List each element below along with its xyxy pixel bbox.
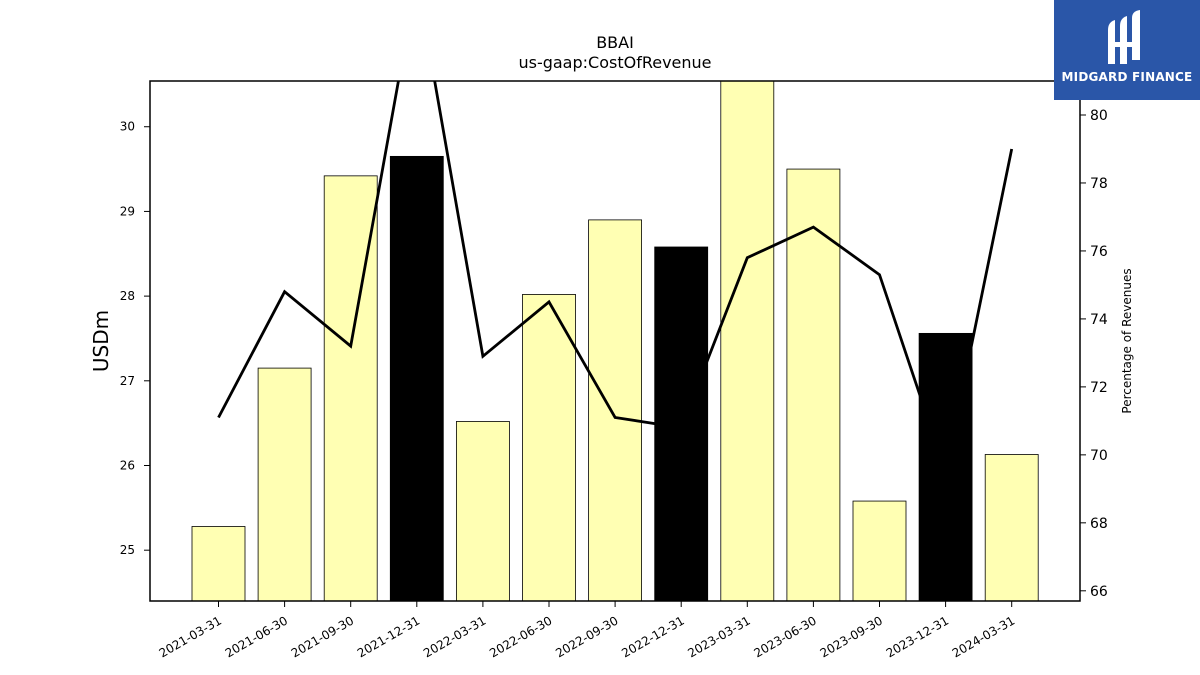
y2-tick-label: 68 xyxy=(1090,516,1108,532)
bar-2023-09-30 xyxy=(852,500,907,601)
x-tick-label: 2021-03-31 xyxy=(157,613,224,660)
x-tick-label: 2023-09-30 xyxy=(818,613,885,660)
y2-tick-label: 76 xyxy=(1090,244,1108,260)
x-tick-label: 2022-06-30 xyxy=(487,613,554,660)
y-tick-label: 27 xyxy=(120,374,135,388)
bar-2024-03-31 xyxy=(984,454,1039,601)
x-tick-label: 2023-06-30 xyxy=(751,613,818,660)
chart-subtitle: us-gaap:CostOfRevenue xyxy=(518,53,711,72)
x-tick-label: 2022-09-30 xyxy=(553,613,620,660)
y-tick-label: 26 xyxy=(120,458,135,472)
bar-2023-03-31 xyxy=(720,81,775,601)
x-tick-label: 2021-06-30 xyxy=(223,613,290,660)
bar-2022-06-30 xyxy=(522,294,576,601)
y2-tick-label: 70 xyxy=(1090,448,1108,464)
y-tick-label: 29 xyxy=(120,204,135,218)
x-tick-label: 2022-03-31 xyxy=(421,613,488,660)
bar-2022-09-30 xyxy=(588,219,642,601)
y2-tick-label: 74 xyxy=(1090,312,1108,328)
bar-2021-03-31 xyxy=(191,526,246,601)
y2-tick-label: 66 xyxy=(1090,584,1108,600)
x-tick-label: 2023-03-31 xyxy=(685,613,752,660)
y-tick-label: 28 xyxy=(120,289,135,303)
bar-2021-12-31 xyxy=(389,155,444,601)
x-tick-label: 2023-12-31 xyxy=(884,613,951,660)
logo-text: MIDGARD FINANCE xyxy=(1061,70,1193,84)
bar-2023-06-30 xyxy=(786,168,841,601)
y-tick-label: 25 xyxy=(120,543,135,557)
y2-tick-label: 78 xyxy=(1090,176,1108,192)
chart-title: BBAI xyxy=(596,33,634,52)
y2-tick-label: 80 xyxy=(1090,108,1108,124)
bar-2021-06-30 xyxy=(257,367,312,601)
y-tick-label: 30 xyxy=(120,120,135,134)
x-tick-label: 2022-12-31 xyxy=(619,613,686,660)
y2-axis-label: Percentage of Revenues xyxy=(1120,268,1134,413)
x-tick-label: 2024-03-31 xyxy=(950,613,1017,660)
bar-2022-03-31 xyxy=(455,421,510,601)
x-tick-label: 2021-12-31 xyxy=(355,613,422,660)
midgard-finance-logo: MIDGARD FINANCE xyxy=(1054,0,1200,100)
midgard-logo-mark-icon xyxy=(1108,10,1140,64)
percentage-of-revenues-line xyxy=(217,81,1014,478)
y2-tick-label: 72 xyxy=(1090,380,1108,396)
x-tick-label: 2021-09-30 xyxy=(289,613,356,660)
y-axis-label: USDm xyxy=(89,310,113,372)
